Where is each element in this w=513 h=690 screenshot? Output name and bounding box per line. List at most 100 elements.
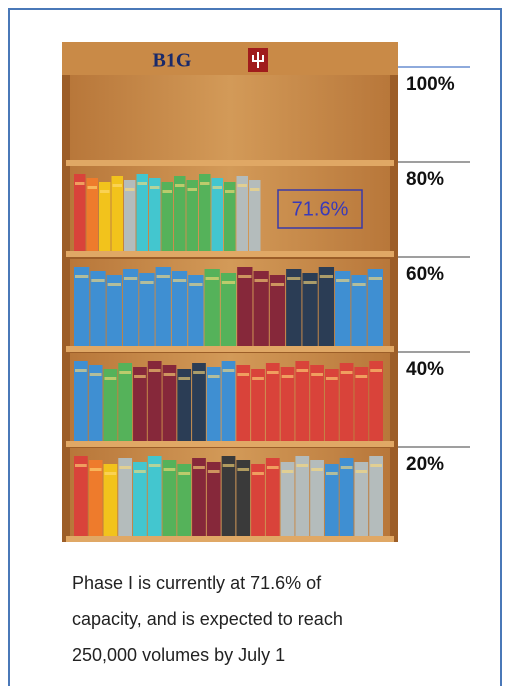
book-band (326, 472, 338, 475)
book-band (223, 369, 235, 372)
book (74, 267, 89, 346)
book-band (175, 184, 185, 187)
book-band (108, 283, 121, 286)
book (340, 458, 354, 536)
page: B1G 71.6% 100%80%60%40%20% Phase I is cu… (0, 0, 513, 690)
shelf-board (66, 251, 394, 257)
book-band (100, 190, 110, 193)
book (133, 462, 147, 536)
book (192, 458, 206, 536)
book-band (105, 472, 117, 475)
book-band (282, 375, 294, 378)
book-band (320, 275, 333, 278)
book-band (369, 277, 382, 280)
book (89, 460, 103, 536)
book-band (336, 279, 349, 282)
book (295, 456, 309, 536)
book (253, 271, 268, 346)
book-band (157, 275, 170, 278)
book-band (326, 377, 338, 380)
caption-line: Phase I is currently at 71.6% of (72, 565, 343, 601)
book-band (119, 466, 131, 469)
book (205, 269, 220, 346)
book-band (75, 369, 87, 372)
book (281, 462, 295, 536)
book (133, 367, 147, 441)
book (295, 361, 309, 441)
book (172, 271, 187, 346)
book-band (164, 468, 176, 471)
book (137, 174, 149, 251)
book-band (173, 279, 186, 282)
scale-label: 40% (406, 359, 444, 380)
book (354, 462, 368, 536)
book-band (208, 470, 220, 473)
shelf-board (66, 441, 394, 447)
book-band (88, 186, 98, 189)
book (118, 458, 132, 536)
book-band (178, 472, 190, 475)
book (90, 271, 105, 346)
book-band (188, 188, 198, 191)
book (207, 367, 221, 441)
book-band (282, 470, 294, 473)
book-band (341, 466, 353, 469)
book (89, 365, 103, 441)
book (354, 367, 368, 441)
book-band (267, 371, 279, 374)
scale-label: 20% (406, 454, 444, 475)
book-band (213, 186, 223, 189)
current-label: 71.6% (292, 198, 349, 220)
book-band (119, 371, 131, 374)
book (163, 365, 177, 441)
book (310, 365, 324, 441)
book-band (355, 375, 367, 378)
book (74, 456, 88, 536)
book-band (303, 281, 316, 284)
book-band (237, 468, 249, 471)
book (335, 271, 350, 346)
book-band (238, 275, 251, 278)
book (148, 456, 162, 536)
book-band (200, 182, 210, 185)
book-band (75, 182, 85, 185)
book (199, 174, 211, 251)
book (237, 176, 249, 251)
book-band (296, 464, 308, 467)
book-band (105, 377, 117, 380)
book (266, 458, 280, 536)
caption-line: 250,000 volumes by July 1 (72, 637, 343, 673)
book-band (341, 371, 353, 374)
book-band (254, 279, 267, 282)
book-band (225, 190, 235, 193)
book-band (193, 466, 205, 469)
book (236, 460, 250, 536)
book (112, 176, 124, 251)
book (369, 361, 383, 441)
book-band (223, 464, 235, 467)
book (148, 361, 162, 441)
book-band (296, 369, 308, 372)
book (281, 367, 295, 441)
book-band (163, 190, 173, 193)
book (369, 456, 383, 536)
compartment (70, 75, 390, 160)
book-band (370, 369, 382, 372)
book-band (237, 373, 249, 376)
book-band (90, 468, 102, 471)
shelf-board (66, 160, 394, 166)
book (207, 462, 221, 536)
shelf-top (62, 42, 398, 75)
book-band (138, 182, 148, 185)
book-band (90, 373, 102, 376)
book-band (352, 283, 365, 286)
book-band (164, 373, 176, 376)
book-band (267, 466, 279, 469)
book (368, 269, 383, 346)
book-band (252, 472, 264, 475)
caption-line: capacity, and is expected to reach (72, 601, 343, 637)
book-band (91, 279, 104, 282)
book-band (125, 188, 135, 191)
book (118, 363, 132, 441)
book-band (355, 470, 367, 473)
